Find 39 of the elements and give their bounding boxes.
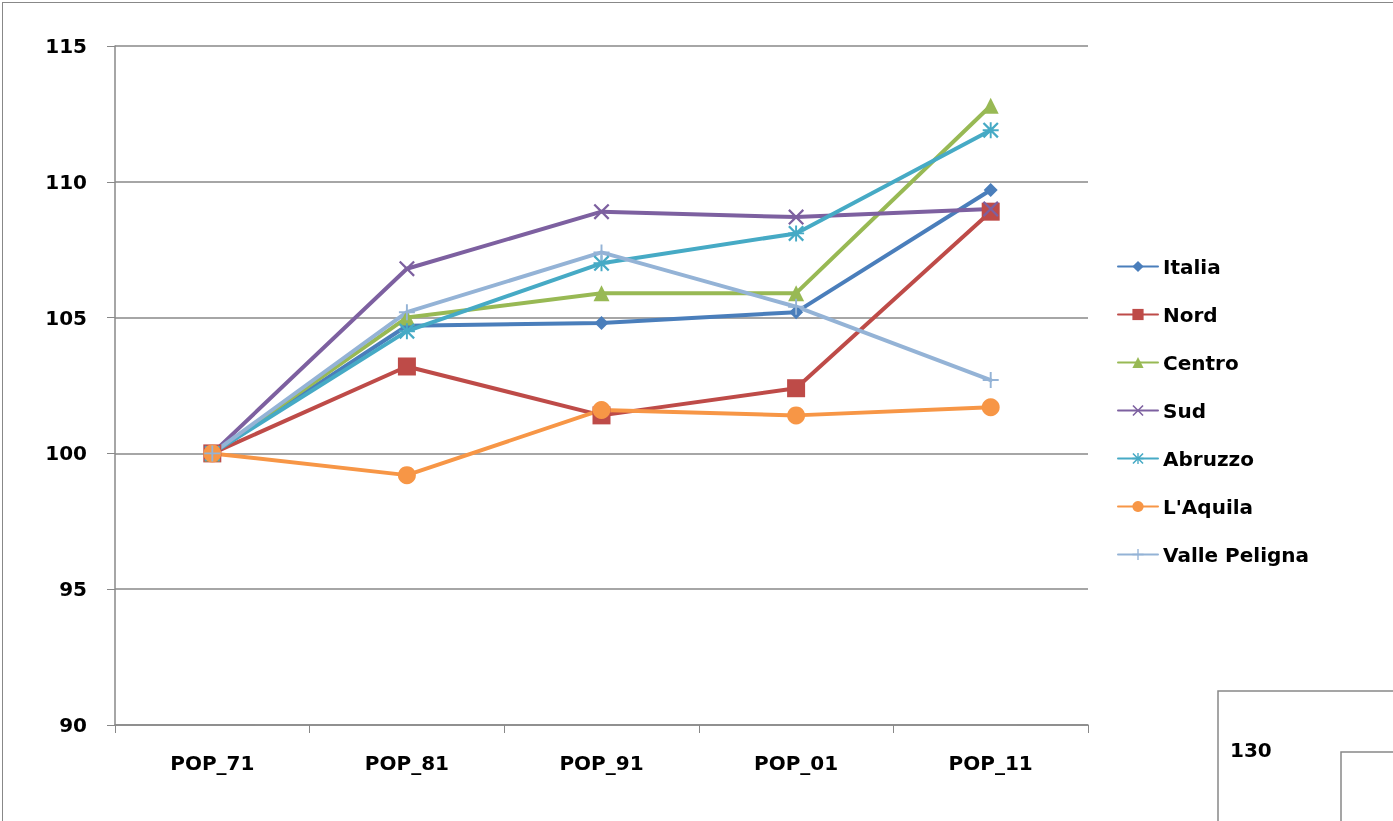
point	[788, 285, 805, 302]
x-tick-label: POP_01	[754, 751, 839, 775]
legend-label: Sud	[1163, 398, 1206, 423]
y-tick-label: 100	[45, 441, 87, 466]
y-tick-label: 115	[45, 34, 87, 58]
point	[594, 316, 609, 331]
point	[398, 304, 415, 321]
point	[397, 357, 416, 376]
x-tick-label: POP_11	[948, 751, 1033, 775]
point	[592, 400, 611, 419]
x-tick-label: POP_91	[559, 751, 644, 775]
point	[982, 122, 999, 139]
point	[397, 466, 416, 485]
point	[983, 182, 998, 197]
legend-label: L'Aquila	[1163, 494, 1254, 519]
x-tick-label: POP_71	[170, 751, 255, 775]
text: 130	[1230, 738, 1272, 762]
legend-label: Nord	[1163, 302, 1218, 327]
y-tick-label: 110	[45, 169, 87, 194]
point	[787, 406, 806, 425]
point	[788, 225, 805, 242]
point	[981, 398, 1000, 417]
point	[982, 200, 999, 217]
point	[398, 260, 415, 277]
legend-label: Centro	[1163, 350, 1239, 375]
x-tick-label: POP_81	[364, 751, 449, 775]
point	[593, 203, 610, 220]
y-tick-label: 105	[45, 305, 87, 330]
point	[788, 298, 805, 315]
y-tick-label: 90	[59, 713, 87, 737]
point	[982, 372, 999, 389]
legend-label: Valle Peligna	[1163, 542, 1310, 567]
legend-label: Italia	[1163, 254, 1221, 279]
point	[398, 323, 415, 340]
point	[593, 285, 610, 302]
y-tick-label: 95	[59, 577, 87, 602]
point	[788, 209, 805, 226]
legend-label: Abruzzo	[1163, 446, 1254, 471]
point	[787, 379, 806, 398]
